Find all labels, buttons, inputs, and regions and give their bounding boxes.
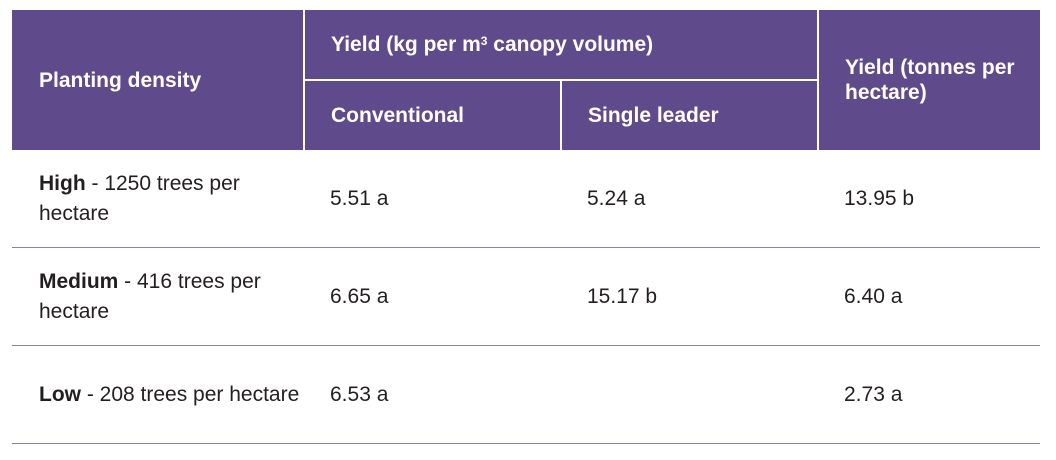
tonnes-cell: 6.40 a: [818, 247, 1040, 346]
table-row: Medium - 416 trees per hectare 6.65 a 15…: [12, 247, 1040, 346]
density-description: - 208 trees per hectare: [81, 382, 300, 406]
conventional-cell: 6.65 a: [304, 247, 561, 346]
tonnes-cell: 2.73 a: [818, 345, 1040, 444]
header-conventional: Conventional: [303, 80, 561, 150]
density-description: - 416 trees per hectare: [39, 269, 261, 323]
tonnes-cell: 13.95 b: [818, 150, 1040, 248]
header-yield-canopy-pre: Yield (kg per m: [331, 33, 481, 56]
single-leader-cell: 5.24 a: [561, 150, 818, 248]
density-cell: High - 1250 trees per hectare: [12, 150, 304, 248]
single-leader-cell: [561, 345, 818, 444]
density-level: Medium: [39, 269, 119, 293]
single-leader-cell: 15.17 b: [561, 247, 818, 346]
header-yield-canopy-superscript: 3: [480, 34, 488, 48]
header-yield-canopy: Yield (kg per m3 canopy volume): [303, 10, 818, 81]
header-single-leader: Single leader: [560, 80, 818, 150]
header-yield-canopy-post: canopy volume): [487, 33, 654, 56]
header-row-top: Planting density Yield (kg per m3 canopy…: [12, 10, 1040, 150]
conventional-cell: 5.51 a: [304, 150, 561, 248]
header-row-sub: Conventional Single leader: [12, 80, 1040, 150]
table-row: High - 1250 trees per hectare 5.51 a 5.2…: [12, 150, 1040, 248]
table-row: Low - 208 trees per hectare 6.53 a 2.73 …: [12, 345, 1040, 444]
density-cell: Medium - 416 trees per hectare: [12, 247, 304, 346]
yield-table: Planting density Yield (kg per m3 canopy…: [12, 10, 1040, 444]
density-level: Low: [39, 382, 81, 406]
conventional-cell: 6.53 a: [304, 345, 561, 444]
header-yield-tonnes: Yield (tonnes per hectare): [817, 10, 1040, 150]
density-description: - 1250 trees per hectare: [39, 171, 240, 225]
header-planting-density: Planting density: [12, 10, 304, 150]
density-cell: Low - 208 trees per hectare: [12, 345, 304, 444]
density-level: High: [39, 171, 86, 195]
